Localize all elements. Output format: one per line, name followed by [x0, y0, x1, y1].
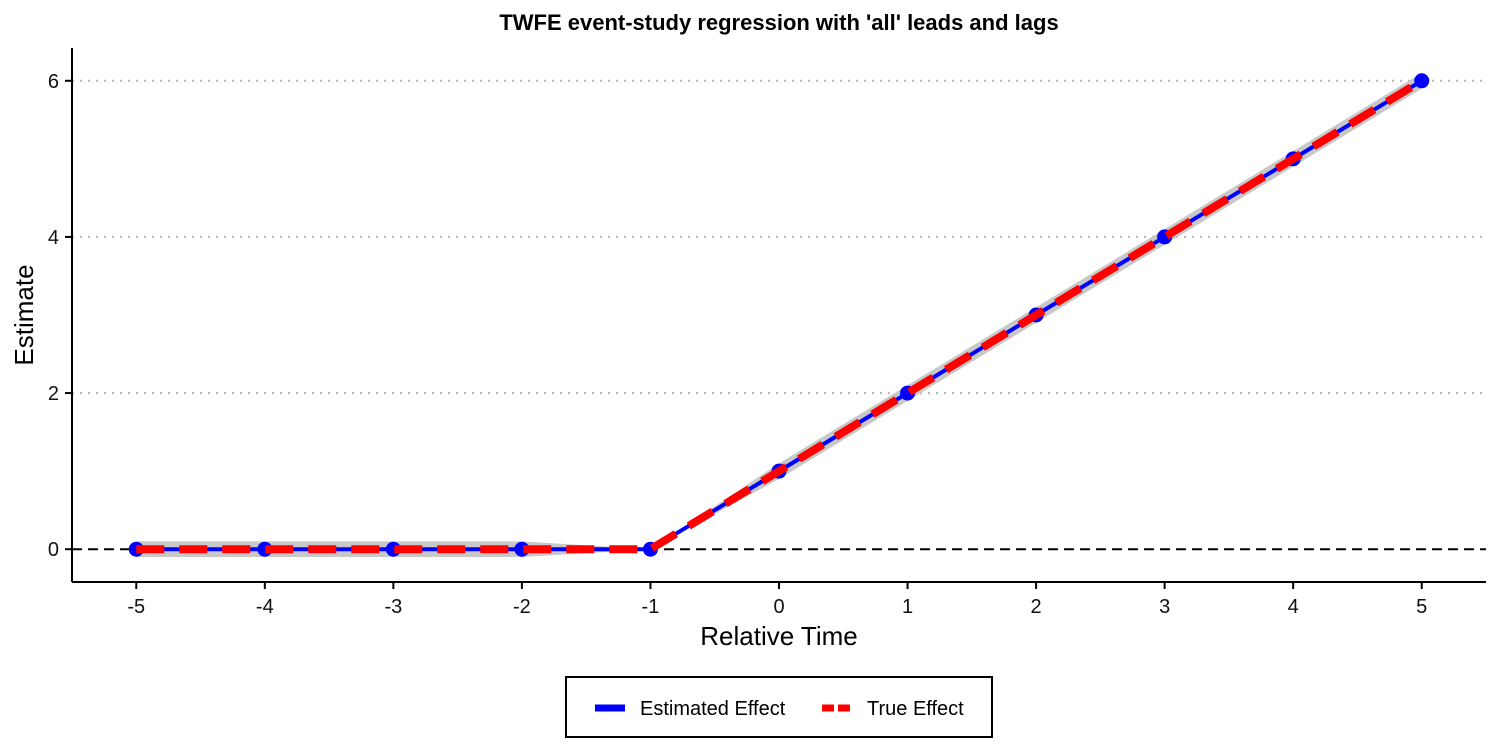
x-tick-label: -3: [384, 596, 402, 618]
x-tick-label: 5: [1416, 596, 1427, 618]
gridlines: [72, 79, 1486, 395]
axes: [71, 48, 1486, 583]
series-layer: [128, 73, 1430, 557]
confidence-band: [136, 72, 1422, 558]
legend-label-estimated-effect: Estimated Effect: [640, 698, 786, 720]
x-tick-label: 0: [773, 596, 784, 618]
y-tick-label: 0: [48, 539, 59, 561]
x-tick-label: -4: [256, 596, 274, 618]
y-tick-label: 6: [48, 71, 59, 93]
x-tick-label: -2: [513, 596, 531, 618]
legend-box: [565, 676, 993, 738]
x-tick-label: -1: [642, 596, 660, 618]
x-axis-title: Relative Time: [700, 621, 858, 651]
x-tick-label: 4: [1288, 596, 1299, 618]
series-line-true-effect: [136, 77, 1424, 554]
y-tick-label: 4: [48, 227, 59, 249]
y-axis-title: Estimate: [9, 264, 39, 365]
x-tick-label: 1: [902, 596, 913, 618]
tick-labels: -5 -4 -3 -2 -1 0 1 2 3 4 5 0 2 4 6: [48, 71, 1427, 618]
x-tick-label: -5: [127, 596, 145, 618]
ci-band: [136, 72, 1422, 558]
x-tick-label: 2: [1031, 596, 1042, 618]
x-tick-label: 3: [1159, 596, 1170, 618]
chart-title: TWFE event-study regression with 'all' l…: [499, 10, 1058, 35]
y-tick-label: 2: [48, 383, 59, 405]
point-estimated-effect: [1414, 73, 1430, 89]
legend: Estimated Effect True Effect: [565, 676, 993, 738]
legend-label-true-effect: True Effect: [867, 698, 964, 720]
